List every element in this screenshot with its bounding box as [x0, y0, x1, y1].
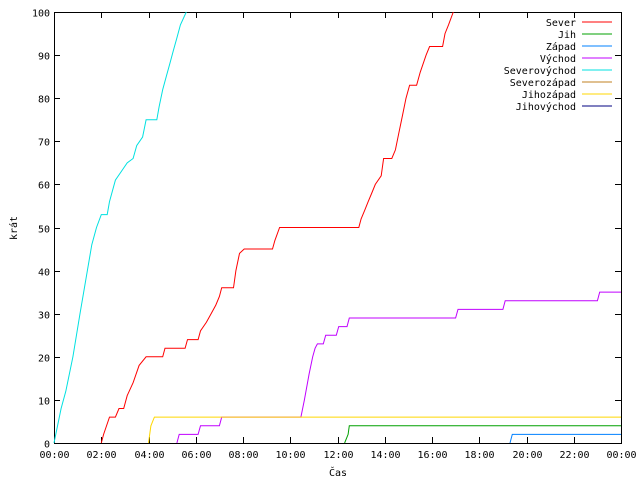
y-tick-label: 0 — [44, 440, 50, 451]
legend-label: Východ — [540, 53, 576, 65]
legend-label: Jihozápad — [522, 89, 576, 101]
y-tick-label: 80 — [38, 95, 50, 106]
y-tick-label: 40 — [38, 268, 50, 279]
x-tick-label: 12:00 — [323, 450, 353, 461]
legend: SeverJihZápadVýchodSeverovýchodSeverozáp… — [504, 18, 612, 113]
series-line-2 — [509, 433, 621, 444]
series-line-0 — [100, 11, 454, 444]
x-tick-label: 00:00 — [39, 450, 69, 461]
y-tick-label: 70 — [38, 138, 50, 149]
y-axis-label: krát — [8, 216, 20, 240]
series-line-6 — [148, 416, 621, 444]
legend-label: Severovýchod — [504, 65, 576, 77]
y-tick-label: 50 — [38, 225, 50, 236]
x-tick-label: 14:00 — [370, 450, 400, 461]
legend-label: Sever — [546, 18, 576, 29]
y-axis: 0 10 20 30 40 50 60 70 80 90 100 — [32, 9, 621, 451]
x-tick-label: 04:00 — [134, 450, 164, 461]
x-tick-label: 18:00 — [464, 450, 494, 461]
series-line-3 — [176, 291, 621, 444]
legend-label: Západ — [546, 41, 576, 53]
x-tick-label: 08:00 — [228, 450, 258, 461]
y-tick-label: 100 — [32, 9, 50, 20]
y-tick-label: 90 — [38, 52, 50, 63]
y-tick-label: 20 — [38, 354, 50, 365]
legend-label: Jih — [558, 30, 576, 41]
legend-label: Severozápad — [510, 77, 576, 89]
y-tick-label: 60 — [38, 181, 50, 192]
series-line-1 — [344, 425, 621, 444]
x-axis-label: Čas — [329, 466, 347, 479]
x-axis: 00:00 02:00 04:00 06:00 08:00 10:00 12:00 14:00… — [39, 12, 637, 461]
x-tick-label: 20:00 — [512, 450, 542, 461]
x-tick-label: 02:00 — [86, 450, 116, 461]
x-tick-label: 16:00 — [417, 450, 447, 461]
x-tick-label: 22:00 — [559, 450, 589, 461]
legend-label: Jihovýchod — [516, 101, 576, 113]
series-lines — [53, 11, 621, 444]
x-tick-label: 10:00 — [275, 450, 305, 461]
x-tick-label: 06:00 — [181, 450, 211, 461]
series-line-4 — [53, 11, 187, 444]
y-tick-label: 30 — [38, 311, 50, 322]
x-tick-label: 00:00 — [606, 450, 636, 461]
y-tick-label: 10 — [38, 397, 50, 408]
